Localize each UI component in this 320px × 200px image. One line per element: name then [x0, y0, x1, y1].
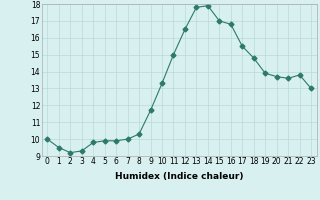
X-axis label: Humidex (Indice chaleur): Humidex (Indice chaleur) — [115, 172, 244, 181]
